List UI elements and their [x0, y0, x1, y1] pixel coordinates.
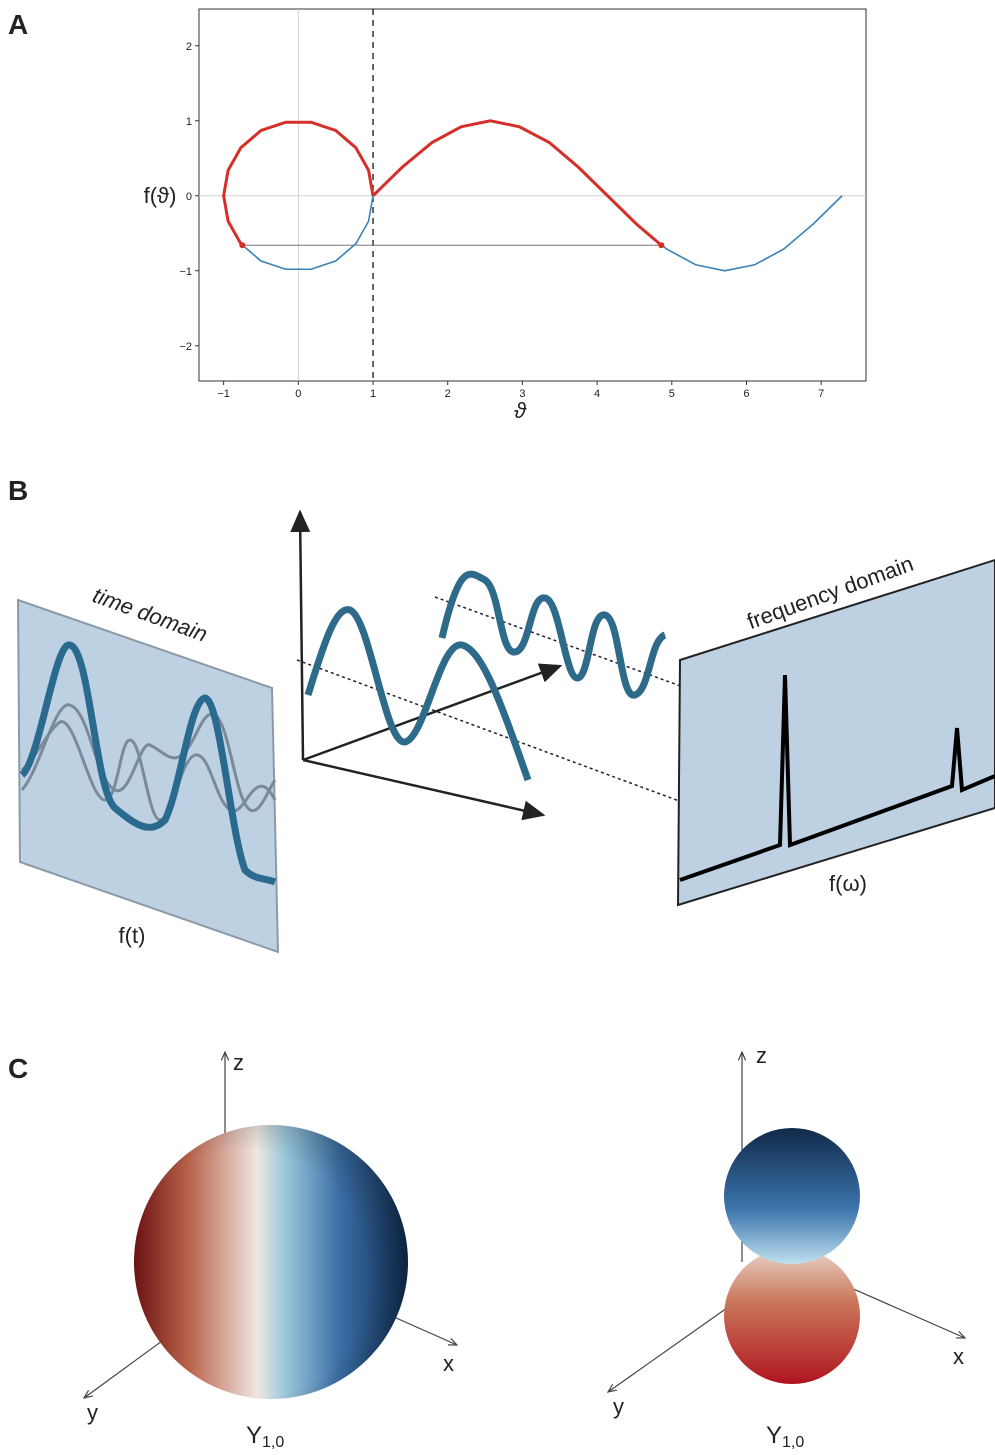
- time-axis-label: f(t): [119, 923, 146, 948]
- y-tick-label: 0: [186, 191, 192, 203]
- sine-wave: [308, 610, 528, 780]
- x-tick-label: −1: [217, 388, 230, 400]
- x-axis-label: ϑ: [514, 398, 527, 423]
- sine-wave: [442, 574, 665, 695]
- y-tick-label: −1: [179, 266, 192, 278]
- y-tick-label: 1: [186, 116, 192, 128]
- fourier-illustration: time domain f(t) frequency domain f(ω): [18, 512, 995, 952]
- lobe-negative: [724, 1248, 860, 1384]
- frequency-axis-label: f(ω): [829, 871, 867, 896]
- panel-letter: B: [8, 475, 28, 506]
- harmonic-label: Y1,0: [246, 1422, 284, 1450]
- x-tick-label: 0: [295, 388, 301, 400]
- x-tick-label: 3: [519, 388, 525, 400]
- axis-label: z: [233, 1050, 244, 1075]
- axis-arrow: [303, 760, 543, 815]
- x-tick-label: 7: [818, 388, 824, 400]
- marker-point: [658, 242, 664, 248]
- harmonic-lobes: z x y Y1,0: [608, 1043, 965, 1450]
- frequency-plane: [678, 560, 995, 905]
- y-tick-label: −2: [179, 341, 192, 353]
- axis-label: y: [87, 1400, 98, 1425]
- panel-letter: C: [8, 1053, 28, 1084]
- chart: ϑ f(ϑ) −1 0 1 2 3 4 5 6 7 −2 −1 0 1 2: [144, 9, 866, 423]
- harmonic-subscript: 1,0: [782, 1434, 804, 1450]
- harmonic-subscript: 1,0: [262, 1434, 284, 1450]
- harmonic-label: Y1,0: [766, 1422, 804, 1450]
- x-tick-label: 2: [445, 388, 451, 400]
- y-tick-label: 2: [186, 41, 192, 53]
- axis-label: y: [613, 1394, 624, 1419]
- harmonic-sphere: z x y Y1,0: [84, 1050, 457, 1450]
- lobe-positive: [724, 1128, 860, 1264]
- x-tick-label: 1: [370, 388, 376, 400]
- harmonic-symbol: Y: [246, 1422, 262, 1449]
- plot-frame: [199, 9, 866, 381]
- curve: [224, 121, 662, 246]
- axis-label: x: [443, 1351, 454, 1376]
- axis-arrow: [303, 666, 560, 760]
- axis-arrow: [300, 512, 303, 760]
- figure: A B C ϑ f(ϑ) −1 0 1 2 3 4 5 6 7 −2 −1 0 1 2 time doma…: [0, 0, 995, 1450]
- axis-label: x: [953, 1344, 964, 1369]
- harmonic-symbol: Y: [766, 1422, 782, 1449]
- time-plane: [18, 600, 278, 952]
- x-tick-label: 5: [669, 388, 675, 400]
- x-tick-label: 4: [594, 388, 600, 400]
- sphere-shading: [134, 1125, 408, 1399]
- axis-label: z: [756, 1043, 767, 1068]
- y-axis-label: f(ϑ): [144, 183, 177, 208]
- marker-point: [239, 242, 245, 248]
- x-tick-label: 6: [743, 388, 749, 400]
- panel-letter: A: [8, 9, 28, 40]
